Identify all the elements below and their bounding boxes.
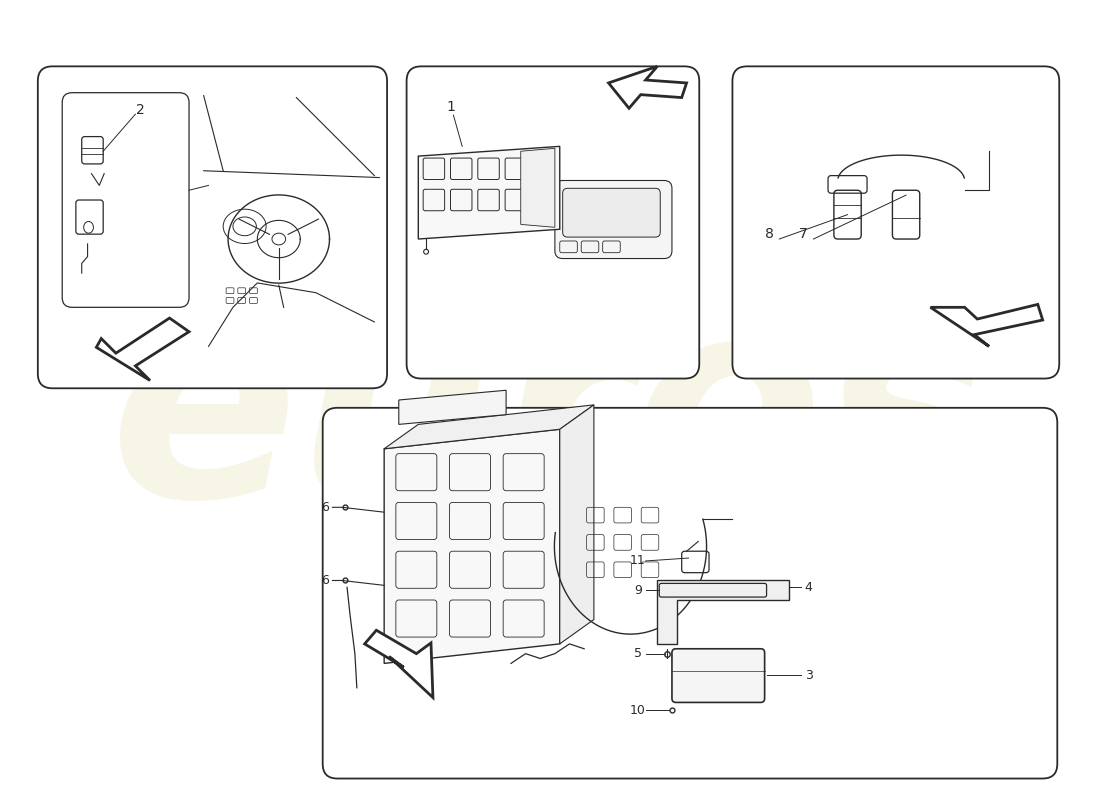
- Text: 2: 2: [136, 103, 144, 118]
- FancyBboxPatch shape: [322, 408, 1057, 778]
- Polygon shape: [658, 581, 789, 644]
- FancyBboxPatch shape: [37, 66, 387, 388]
- Polygon shape: [560, 405, 594, 644]
- Polygon shape: [608, 66, 686, 108]
- Text: 9: 9: [634, 584, 641, 597]
- Polygon shape: [399, 390, 506, 424]
- Text: 6: 6: [321, 574, 329, 587]
- FancyBboxPatch shape: [63, 93, 189, 307]
- Text: 11: 11: [630, 554, 646, 567]
- Text: a passion for cars since 1985: a passion for cars since 1985: [499, 503, 777, 609]
- Text: 3: 3: [804, 669, 813, 682]
- Polygon shape: [520, 148, 554, 227]
- Polygon shape: [384, 430, 560, 663]
- Text: euros: euros: [110, 285, 990, 554]
- Text: 8: 8: [766, 227, 774, 241]
- Text: 7: 7: [800, 227, 808, 241]
- Polygon shape: [364, 630, 433, 698]
- Polygon shape: [97, 318, 189, 381]
- FancyBboxPatch shape: [407, 66, 700, 378]
- Text: 1: 1: [447, 100, 455, 114]
- Text: 6: 6: [321, 501, 329, 514]
- FancyBboxPatch shape: [733, 66, 1059, 378]
- FancyBboxPatch shape: [554, 181, 672, 258]
- Text: 4: 4: [804, 581, 813, 594]
- Polygon shape: [384, 405, 594, 449]
- Polygon shape: [418, 146, 560, 239]
- Polygon shape: [931, 304, 1043, 346]
- Text: 5: 5: [634, 647, 641, 660]
- FancyBboxPatch shape: [563, 188, 660, 237]
- FancyBboxPatch shape: [672, 649, 764, 702]
- Text: 10: 10: [630, 704, 646, 717]
